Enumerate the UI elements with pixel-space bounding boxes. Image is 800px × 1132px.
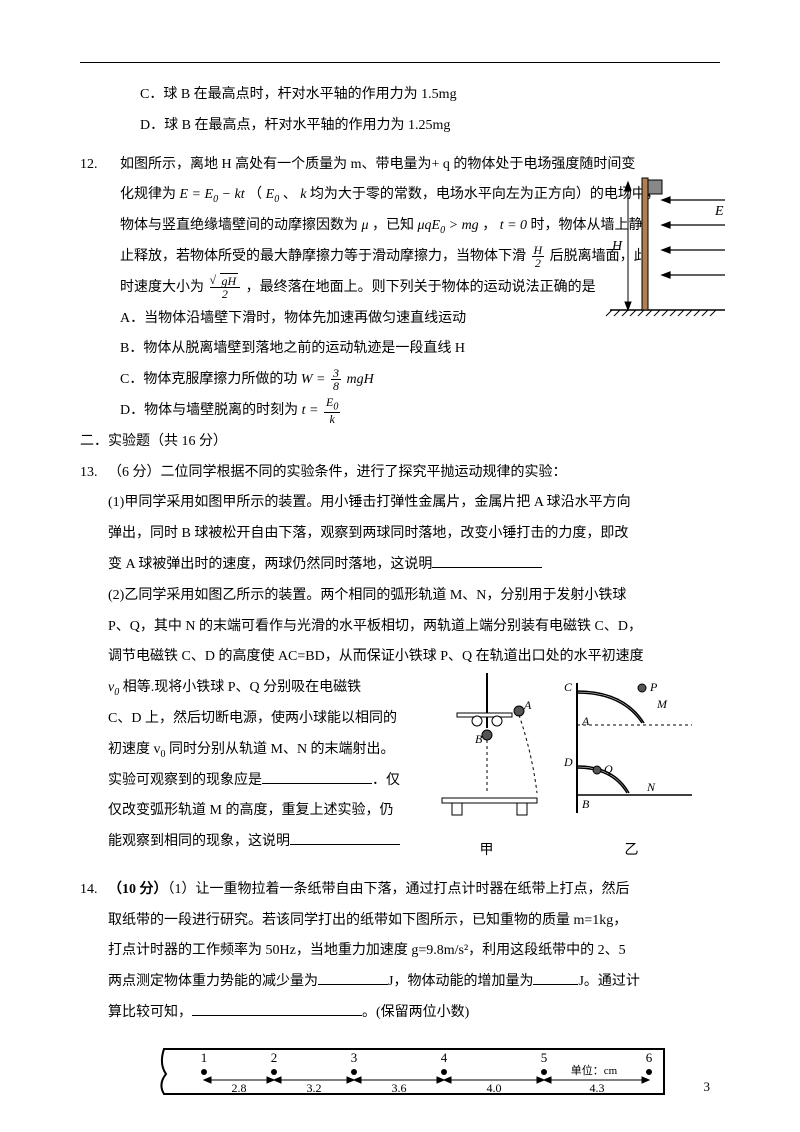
q13-body: （6 分）二位同学根据不同的实验条件，进行了探究平抛运动规律的实验： (1)甲同… — [108, 458, 720, 867]
q12-text: 化规律为 — [120, 187, 176, 202]
q12-opt-d: D．物体与墙壁脱离的时刻为 t = E0k — [120, 396, 720, 427]
fig-label-H: H — [611, 239, 623, 254]
q13-points: （6 分） — [108, 465, 161, 480]
svg-text:N: N — [646, 780, 656, 794]
formula-t0: t = 0 — [500, 218, 527, 233]
tape-val-3: 3.6 — [392, 1081, 407, 1095]
svg-text:B: B — [582, 797, 590, 811]
svg-text:C: C — [564, 680, 573, 694]
page-content: C．球 B 在最高点时，杆对水平轴的作用力为 1.5mg D．球 B 在最高点，… — [80, 80, 720, 1117]
tape-val-2: 3.2 — [307, 1081, 322, 1095]
q13-p1a: (1)甲同学采用如图甲所示的装置。用小锤击打弹性金属片，金属片把 A 球沿水平方… — [108, 488, 720, 519]
q14-p1b: 取纸带的一段进行研究。若该同学打出的纸带如下图所示，已知重物的质量 m=1kg， — [108, 906, 720, 937]
q13-p1b: 弹出，同时 B 球被松开自由下落，观察到两球同时落地，改变小锤打击的力度，即改 — [108, 519, 720, 550]
svg-text:4: 4 — [441, 1050, 448, 1065]
formula-muqE: μqE0 > mg — [418, 218, 479, 233]
q12-text: ，最终落在地面上。则下列关于物体的运动说法正确的是 — [246, 280, 596, 295]
q13-fig-yi: C P M A D Q N B — [562, 673, 702, 867]
q14-p1e: 算比较可知，。(保留两位小数) — [108, 998, 720, 1029]
svg-text:1: 1 — [201, 1050, 208, 1065]
q12-opt-b: B．物体从脱离墙壁到落地之前的运动轨迹是一段直线 H — [120, 334, 720, 365]
q13-p2g: 实验可观察到的现象应是．仅 — [108, 766, 408, 797]
q14-body: （10 分）（1）让一重物拉着一条纸带自由下落，通过打点计时器在纸带上打点，然后… — [108, 875, 720, 1117]
q13-number: 13. — [80, 458, 108, 867]
frac-H2: H2 — [532, 244, 545, 269]
fig-label-E: E — [714, 204, 724, 219]
svg-text:B: B — [475, 732, 483, 746]
q13-intro: 二位同学根据不同的实验条件，进行了探究平抛运动规律的实验： — [161, 465, 567, 480]
tape-val-4: 4.0 — [487, 1081, 502, 1095]
q13-p2a: (2)乙同学采用如图乙所示的装置。两个相同的弧形轨道 M、N，分别用于发射小铁球 — [108, 581, 720, 612]
tape-val-1: 2.8 — [232, 1081, 247, 1095]
q13-p2j: 能观察到相同的现象，这说明 — [108, 827, 408, 858]
q14-p1d: 两点测定物体重力势能的减少量为J，物体动能的增加量为J。通过计 — [108, 967, 720, 998]
svg-text:3: 3 — [351, 1050, 358, 1065]
q14-tape-figure: 1 2 3 4 5 6 2.8 — [108, 1034, 720, 1117]
formula-E: E = E0 − kt — [180, 187, 245, 202]
page-number: 3 — [704, 1073, 711, 1102]
tape-unit: 单位：cm — [571, 1063, 618, 1077]
svg-text:P: P — [649, 680, 658, 694]
formula-tE0k: t = E0k — [302, 403, 343, 418]
q12-text: 时速度大小为 — [120, 280, 204, 295]
q13-p2i: 仅改变弧形轨道 M 的高度，重复上述实验，仍 — [108, 796, 408, 827]
blank-input — [262, 768, 372, 784]
blank-input — [432, 552, 542, 568]
option-c: C．球 B 在最高点时，杆对水平轴的作用力为 1.5mg — [80, 80, 720, 111]
q12-text: 止释放，若物体所受的最大静摩擦力等于滑动摩擦力，当物体下滑 — [120, 249, 526, 264]
formula-W: W = 38 mgH — [301, 372, 374, 387]
q12-text: D．物体与墙壁脱离的时刻为 — [120, 403, 298, 418]
blank-input — [192, 1000, 362, 1016]
option-d: D．球 B 在最高点，杆对水平轴的作用力为 1.25mg — [80, 111, 720, 142]
q12-number: 12. — [80, 150, 120, 427]
q13-p2c: 调节电磁铁 C、D 的高度使 AC=BD，从而保证小铁球 P、Q 在轨道出口处的… — [108, 642, 720, 673]
formula-k: k — [300, 187, 306, 202]
q12-text: 、 — [283, 187, 297, 202]
fig-caption-jia: 甲 — [427, 836, 547, 867]
q12-text: C．物体克服摩擦力所做的功 — [120, 372, 297, 387]
q12-text: ，已知 — [372, 218, 414, 233]
q12-text: （ — [248, 187, 262, 202]
blank-input — [290, 829, 400, 845]
blank-input — [318, 969, 388, 985]
section2-title: 二．实验题（共 16 分） — [80, 427, 720, 458]
fig-caption-yi: 乙 — [562, 836, 702, 867]
svg-text:6: 6 — [646, 1050, 653, 1065]
blank-input — [533, 969, 578, 985]
q14-points: （10 分） — [108, 882, 168, 897]
formula-mu: μ — [362, 218, 369, 233]
svg-text:A: A — [581, 714, 590, 728]
q14-p1c: 打点计时器的工作频率为 50Hz，当地重力加速度 g=9.8m/s²，利用这段纸… — [108, 936, 720, 967]
q13-p1c: 变 A 球被弹出时的速度，两球仍然同时落地，这说明 — [108, 550, 720, 581]
q12-figure: E H — [600, 170, 730, 320]
svg-text:D: D — [563, 755, 573, 769]
q12-text: 物体与竖直绝缘墙壁间的动摩擦因数为 — [120, 218, 358, 233]
q13-p2b: P、Q，其中 N 的末端可看作与光滑的水平板相切，两轨道上端分别装有电磁铁 C、… — [108, 612, 720, 643]
q13-p2f: 初速度 v0 同时分别从轨道 M、N 的末端射出。 — [108, 735, 408, 766]
svg-text:2: 2 — [271, 1050, 278, 1065]
q14-number: 14. — [80, 875, 108, 1117]
q14-text: （1）让一重物拉着一条纸带自由下落，通过打点计时器在纸带上打点，然后 — [168, 882, 630, 897]
svg-text:M: M — [656, 697, 668, 711]
frac-sqrtgH2: gH2 — [210, 275, 241, 300]
tape-val-5: 4.3 — [590, 1081, 605, 1095]
q12-text: ， — [482, 218, 496, 233]
svg-text:A: A — [523, 698, 532, 712]
q13-p2e: C、D 上，然后切断电源，使两小球能以相同的 — [108, 704, 408, 735]
formula-E0: E0 — [266, 187, 280, 202]
q12-body: 如图所示，离地 H 高处有一个质量为 m、带电量为+ q 的物体处于电场强度随时… — [120, 150, 720, 427]
q13-fig-jia: A B 甲 — [427, 673, 547, 867]
svg-text:5: 5 — [541, 1050, 548, 1065]
svg-text:Q: Q — [604, 762, 613, 776]
q13-p2d: v0 相等.现将小铁球 P、Q 分别吸在电磁铁 — [108, 673, 408, 704]
q12-opt-c: C．物体克服摩擦力所做的功 W = 38 mgH — [120, 365, 720, 396]
header-rule — [80, 62, 720, 63]
